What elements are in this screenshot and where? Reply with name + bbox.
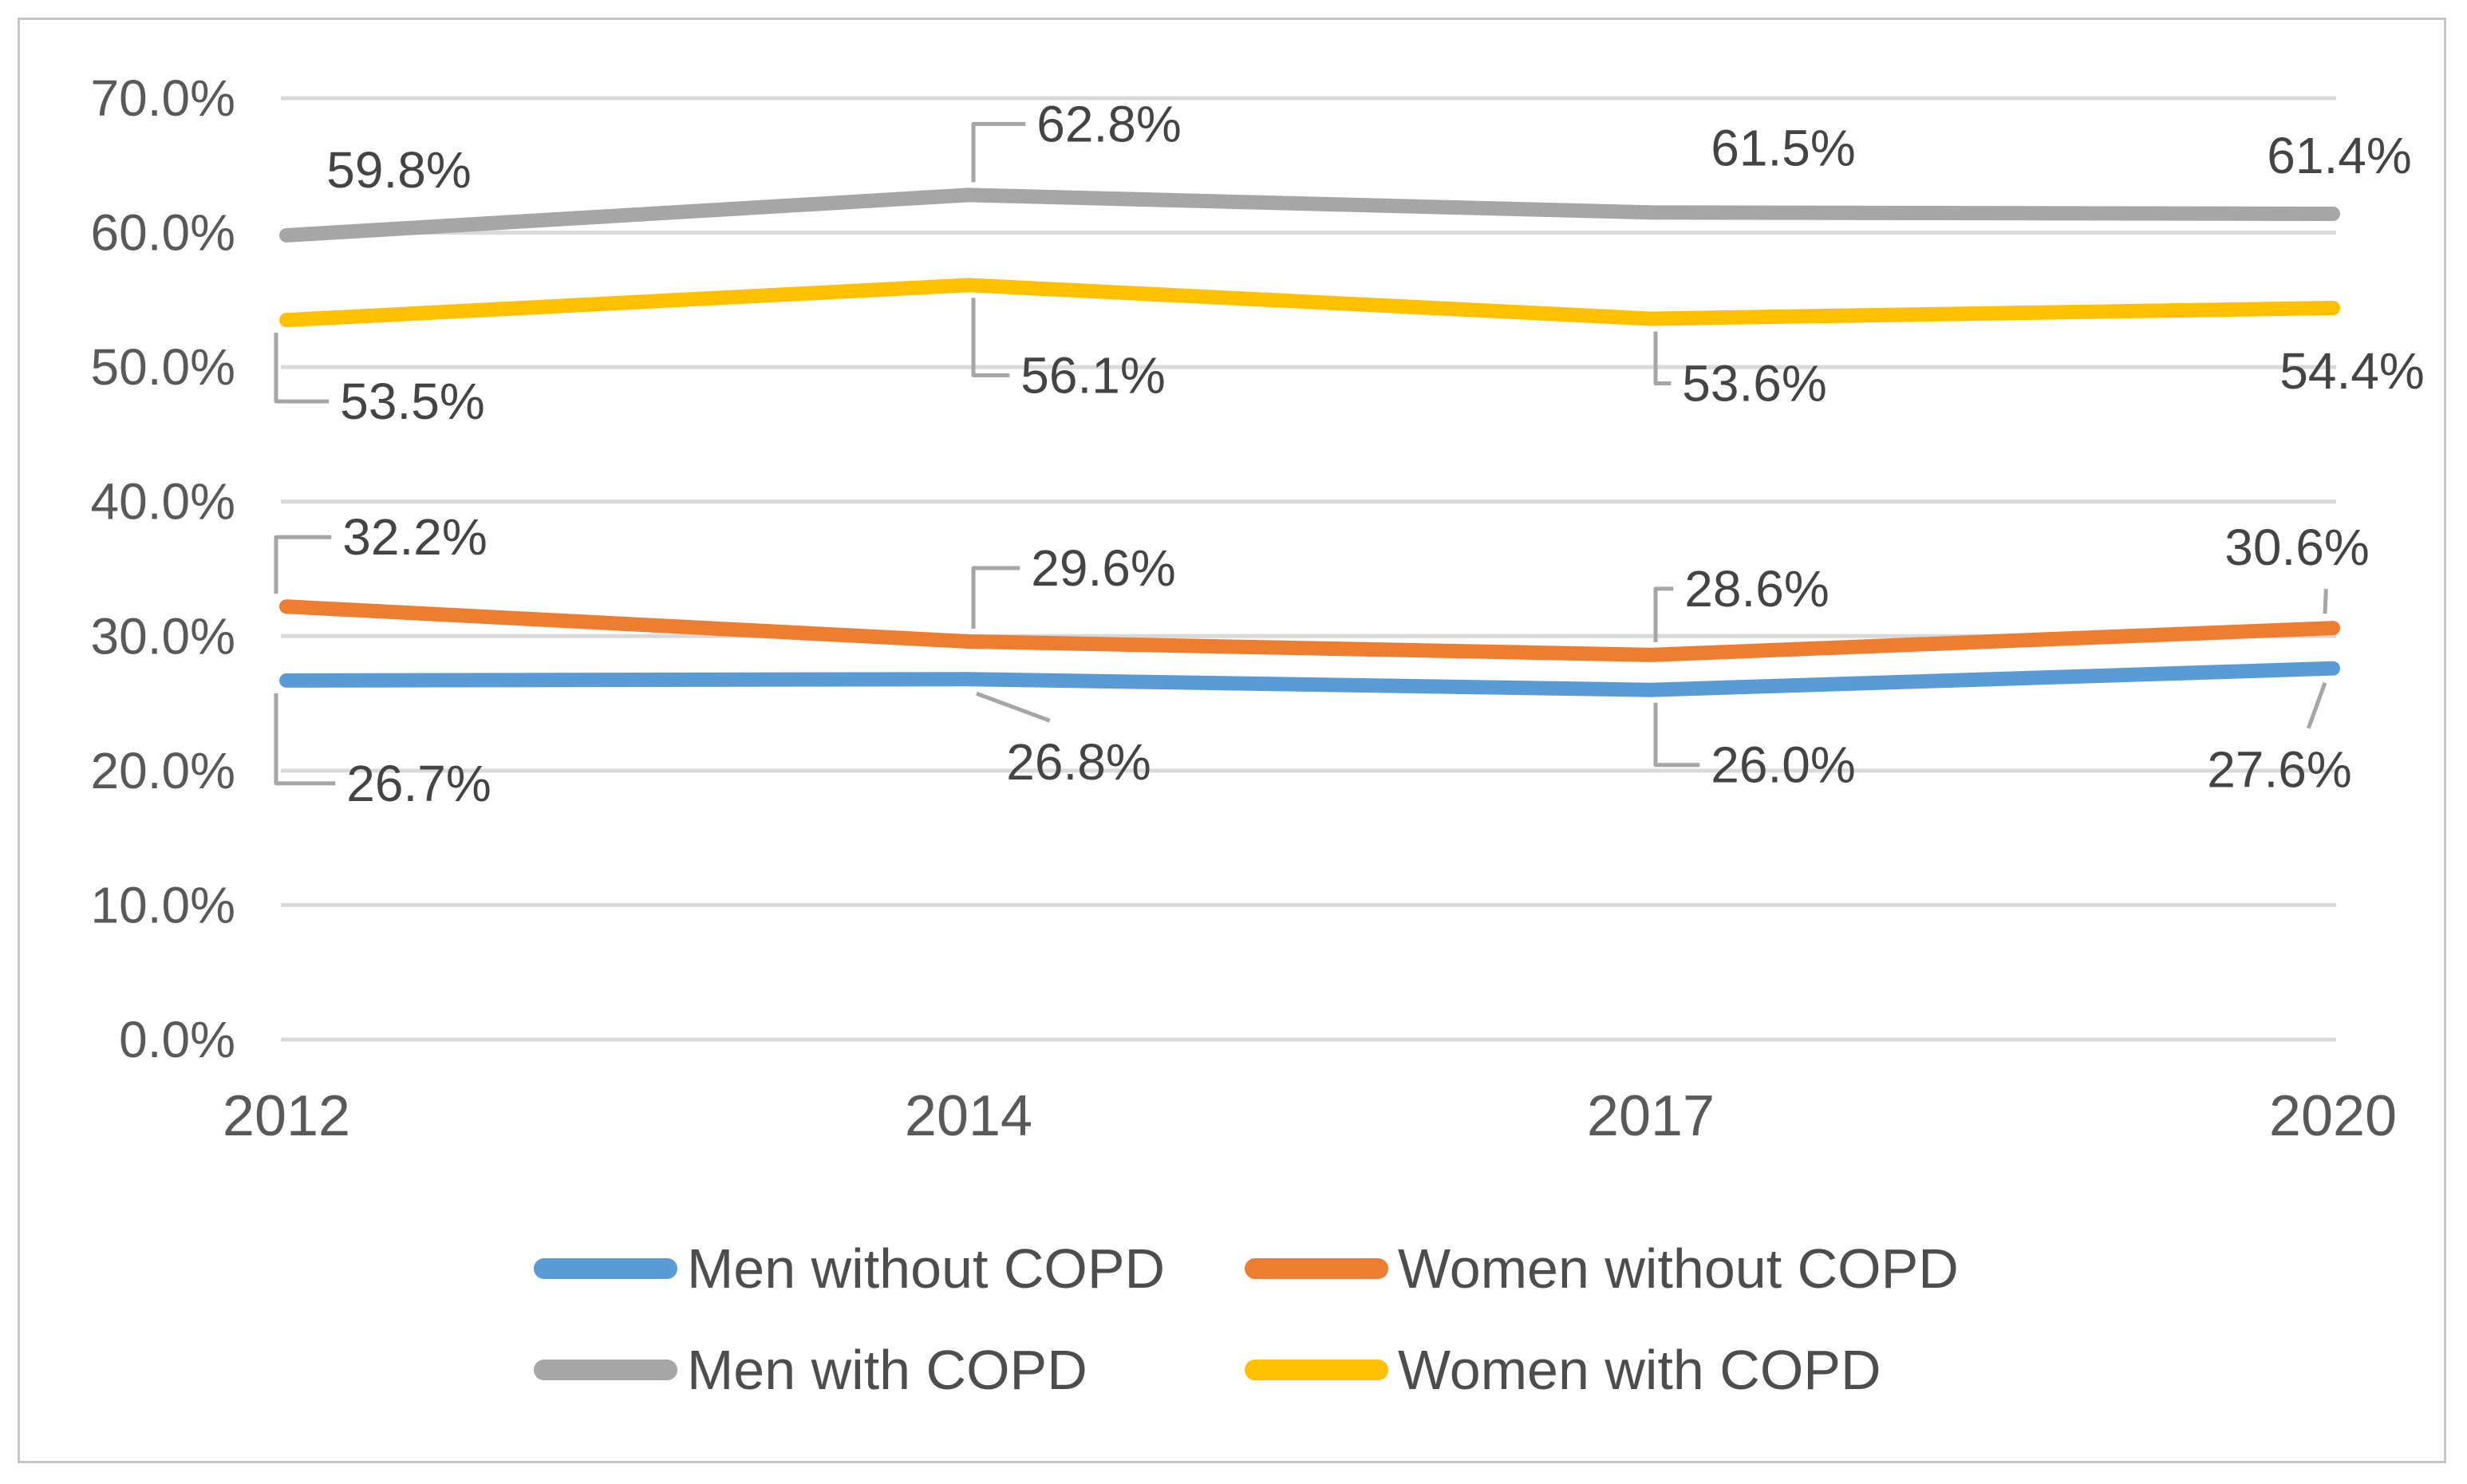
y-axis-tick-label: 0.0% [119, 1011, 235, 1068]
y-axis-tick-label: 60.0% [91, 204, 235, 262]
data-label-leader [274, 693, 336, 786]
data-label: 29.6% [1031, 539, 1175, 597]
legend-item-men-with-copd: Men with COPD [534, 1338, 1087, 1402]
legend-label: Women with COPD [1398, 1339, 1881, 1401]
data-label: 30.6% [2224, 519, 2369, 576]
chart-border [18, 18, 2446, 1463]
x-axis-tick-label: 2012 [223, 1084, 350, 1148]
y-axis-tick-label: 20.0% [91, 742, 235, 799]
legend-label: Women without COPD [1398, 1237, 1959, 1300]
y-axis-tick-label: 40.0% [91, 473, 235, 531]
legend-swatch-men-with-copd [534, 1360, 677, 1380]
data-label-leader [1653, 586, 1674, 642]
y-axis-tick-label: 10.0% [91, 876, 235, 933]
data-label: 61.5% [1711, 119, 1855, 176]
data-label: 61.4% [2267, 127, 2411, 184]
data-label: 56.1% [1020, 346, 1165, 404]
legend-item-women-with-copd: Women with COPD [1245, 1338, 1881, 1402]
data-label: 26.7% [346, 755, 491, 812]
legend-swatch-men-without-copd [534, 1258, 677, 1279]
data-label-leader [971, 566, 1020, 630]
data-label: 27.6% [2207, 741, 2351, 799]
x-axis-tick-label: 2017 [1587, 1084, 1715, 1148]
series-line-women-without-copd [279, 599, 2340, 662]
legend-label: Men without COPD [687, 1237, 1166, 1300]
legend-label: Men with COPD [687, 1339, 1087, 1401]
data-label: 32.2% [342, 508, 487, 566]
data-label: 54.4% [2280, 342, 2424, 400]
data-label-leader [1653, 702, 1700, 768]
x-axis-tick-label: 2014 [905, 1084, 1032, 1148]
series-line-men-with-copd [279, 187, 2340, 243]
data-label-leader [971, 121, 1026, 183]
data-label: 62.8% [1036, 95, 1181, 152]
series-line-women-with-copd [279, 278, 2340, 328]
data-label: 59.8% [326, 141, 471, 199]
data-label-leader [1653, 331, 1672, 385]
data-label-leader [2306, 681, 2327, 729]
y-axis-tick-label: 50.0% [91, 338, 235, 396]
legend-item-men-without-copd: Men without COPD [534, 1237, 1165, 1300]
y-axis-tick-label: 70.0% [91, 69, 235, 127]
legend-item-women-without-copd: Women without COPD [1245, 1237, 1959, 1300]
legend-swatch-women-without-copd [1245, 1258, 1388, 1279]
data-label-leader [2323, 589, 2328, 614]
legend-swatch-women-with-copd [1245, 1360, 1388, 1380]
data-label-leader [274, 535, 332, 594]
y-axis-tick-label: 30.0% [91, 607, 235, 665]
data-label: 28.6% [1684, 560, 1829, 618]
x-axis-tick-label: 2020 [2269, 1084, 2397, 1148]
data-label-leader [976, 691, 1051, 723]
data-label: 53.5% [340, 373, 484, 430]
data-label: 26.8% [1006, 733, 1151, 791]
data-label-leader [971, 298, 1010, 377]
data-label-leader [274, 333, 330, 404]
series-line-men-without-copd [279, 661, 2340, 697]
data-label: 26.0% [1711, 736, 1855, 794]
data-label: 53.6% [1682, 354, 1826, 412]
